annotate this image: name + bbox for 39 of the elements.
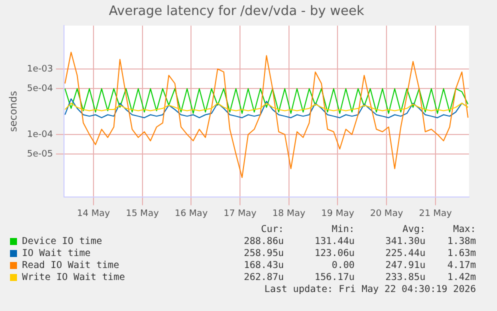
text: Max: <box>452 224 476 236</box>
x-tick-label: 20 May <box>370 208 404 219</box>
text: 341.30u <box>384 236 426 248</box>
text: 4.17m <box>446 260 476 272</box>
text: 1.38m <box>446 236 476 248</box>
legend-label: IO Wait time <box>21 248 92 260</box>
text: 156.17u <box>314 272 355 284</box>
x-tick-label: 17 May <box>224 208 258 219</box>
y-axis-title: seconds <box>8 90 20 132</box>
text: 168.43u <box>242 260 284 272</box>
text: 225.44u <box>384 248 426 260</box>
text: 131.44u <box>314 236 355 248</box>
text: 233.85u <box>384 272 426 284</box>
text: 1.42m <box>446 272 476 284</box>
chart-title: Average latency for /dev/vda - by week <box>108 4 365 20</box>
x-tick-label: 14 May <box>77 208 111 219</box>
x-tick-label: 21 May <box>418 208 453 219</box>
text: Cur: <box>260 224 284 236</box>
legend-label: Device IO time <box>21 236 104 248</box>
text: 123.06u <box>314 248 355 260</box>
x-tick-label: 15 May <box>126 208 160 219</box>
x-tick-label: 16 May <box>174 208 208 219</box>
text: 288.86u <box>242 236 284 248</box>
y-tick-label: 1e-04 <box>26 130 54 140</box>
y-tick-label: 5e-05 <box>26 149 53 160</box>
legend-label: Write IO Wait time <box>21 272 126 284</box>
y-tick-label: 1e-03 <box>26 64 53 74</box>
text: 1.63m <box>446 248 476 260</box>
text: 262.87u <box>242 272 284 284</box>
text: Min: <box>330 224 355 236</box>
text: 258.95u <box>242 248 284 260</box>
text: 0.00 <box>330 260 355 272</box>
x-tick-label: 19 May <box>321 208 355 219</box>
text: Avg: <box>402 224 426 236</box>
x-tick-label: 18 May <box>272 208 306 219</box>
legend-label: Read IO Wait time <box>21 260 120 272</box>
text: 247.91u <box>384 260 426 272</box>
text: Last update: Fri May 22 04:30:19 2026 <box>263 284 476 296</box>
y-tick-label: 5e-04 <box>26 84 54 94</box>
